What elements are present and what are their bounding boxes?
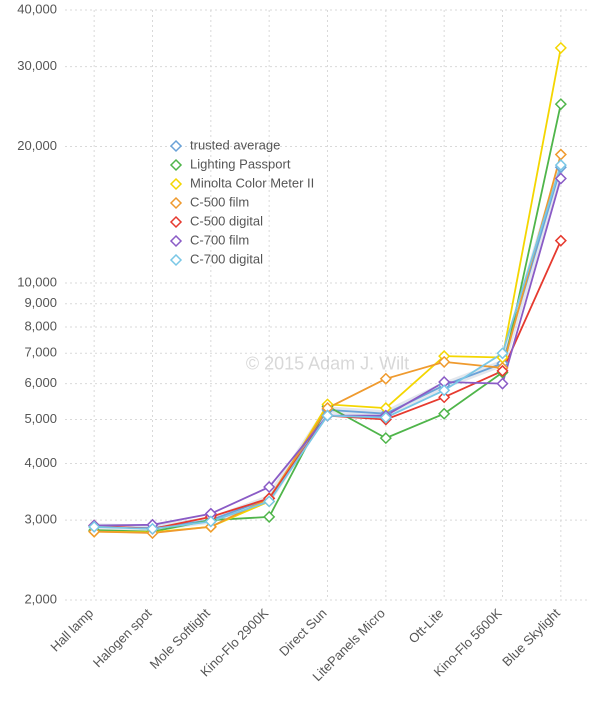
y-tick-label: 2,000 <box>24 591 57 606</box>
legend-label-c500_digital: C-500 digital <box>190 213 263 228</box>
legend-label-c700_film: C-700 film <box>190 232 249 247</box>
legend-label-trusted_avg: trusted average <box>190 137 280 152</box>
y-tick-label: 4,000 <box>24 455 57 470</box>
y-tick-label: 10,000 <box>17 274 57 289</box>
y-tick-label: 7,000 <box>24 345 57 360</box>
legend-label-c500_film: C-500 film <box>190 194 249 209</box>
y-tick-label: 6,000 <box>24 375 57 390</box>
legend-label-lighting_pass: Lighting Passport <box>190 156 291 171</box>
y-tick-label: 20,000 <box>17 138 57 153</box>
y-tick-label: 30,000 <box>17 58 57 73</box>
watermark: © 2015 Adam J. Wilt <box>246 354 409 374</box>
y-tick-label: 40,000 <box>17 1 57 16</box>
legend-label-minolta: Minolta Color Meter II <box>190 175 314 190</box>
legend-label-c700_digital: C-700 digital <box>190 251 263 266</box>
y-tick-label: 3,000 <box>24 512 57 527</box>
y-tick-label: 5,000 <box>24 411 57 426</box>
chart-container: 2,000 3,000 4,000 5,000 6,000 7,000 8,000 9,000… <box>0 0 600 713</box>
y-tick-label: 9,000 <box>24 295 57 310</box>
y-tick-label: 8,000 <box>24 318 57 333</box>
color-meter-line-chart: 2,000 3,000 4,000 5,000 6,000 7,000 8,000 9,000… <box>0 0 600 713</box>
